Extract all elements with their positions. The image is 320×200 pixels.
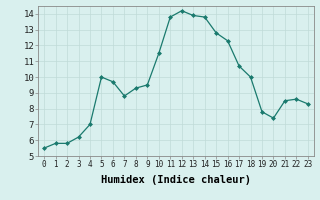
X-axis label: Humidex (Indice chaleur): Humidex (Indice chaleur) xyxy=(101,175,251,185)
